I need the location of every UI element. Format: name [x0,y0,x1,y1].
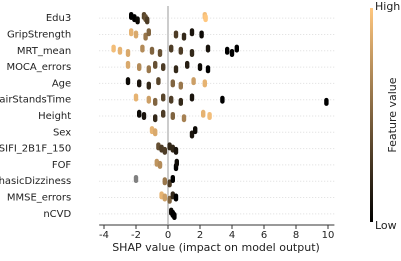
x-tick-label: 10 [322,230,335,241]
x-tick-label: 0 [165,230,171,241]
point [173,193,179,202]
point [153,114,158,123]
y-tick-label: Sex [53,127,71,138]
point [153,60,158,69]
y-tick-label: GripStrength [7,29,71,40]
point [125,60,131,69]
colorbar-low: Low [375,219,397,232]
y-tick-label: nCVD [43,209,71,220]
point [202,79,207,88]
point [161,63,166,72]
point [191,77,196,86]
point [174,158,179,167]
y-tick-label: PhasicDizziness [0,176,71,187]
point [140,44,145,53]
point [193,126,198,135]
point [178,46,183,55]
x-tick-label: 8 [293,230,299,241]
point [161,93,166,102]
point [149,46,155,55]
point [189,48,195,57]
point [137,109,142,118]
x-tick-label: 2 [197,230,203,241]
point [146,65,151,74]
point [125,77,131,86]
point [146,28,151,37]
x-tick-label: -4 [99,230,109,241]
point [161,109,166,118]
colorbar-high: High [375,0,400,13]
x-axis-label: SHAP value (impact on model output) [112,241,320,254]
point [189,28,195,37]
point [178,81,183,90]
point [229,48,235,57]
point [137,63,142,72]
point [157,48,163,57]
point [181,32,187,41]
colorbar-label: Feature value [386,77,399,152]
point [133,175,139,184]
x-tick-label: 4 [229,230,235,241]
point [225,46,230,55]
point [172,212,177,221]
point [170,175,175,184]
point [162,193,167,202]
point [153,97,158,106]
point [133,30,139,39]
point [146,95,151,104]
point [205,65,211,74]
point [117,46,123,55]
y-tick-label: ChairStandsTime [0,95,71,106]
point [111,44,116,53]
point [125,48,131,57]
x-tick-label: -2 [131,230,141,241]
point [156,77,161,86]
y-tick-label: MRT_mean [17,46,71,57]
point [324,97,329,106]
point [170,112,175,120]
point [169,44,174,53]
point [197,63,203,72]
point [162,146,167,155]
point [173,146,179,155]
point [145,16,150,25]
point [205,44,211,53]
point [185,60,190,69]
y-tick-label: Height [38,111,71,122]
point [129,28,134,37]
point [207,112,212,120]
point [173,65,179,74]
point [220,95,225,104]
point [133,93,139,102]
y-tick-label: MOCA_errors [6,62,71,73]
y-tick-label: FOF [52,160,72,171]
colorbar [370,8,373,222]
point [146,81,151,90]
point [157,160,163,169]
y-tick-label: MMSE_errors [7,193,71,204]
point [203,14,208,23]
point [153,128,158,137]
point [141,112,147,120]
y-tick-label: Edu3 [46,13,71,24]
point [173,30,179,39]
point [199,30,204,39]
point [135,16,140,25]
point [162,177,167,186]
point [170,79,175,88]
point [201,109,206,118]
point [178,97,183,106]
point [137,79,142,88]
y-tick-label: Age [52,78,71,89]
x-tick-label: 6 [261,230,267,241]
y-tick-label: SIFI_2B1F_150 [0,144,71,155]
point [234,44,239,53]
point [189,93,195,102]
point [181,114,187,123]
point [169,95,174,104]
